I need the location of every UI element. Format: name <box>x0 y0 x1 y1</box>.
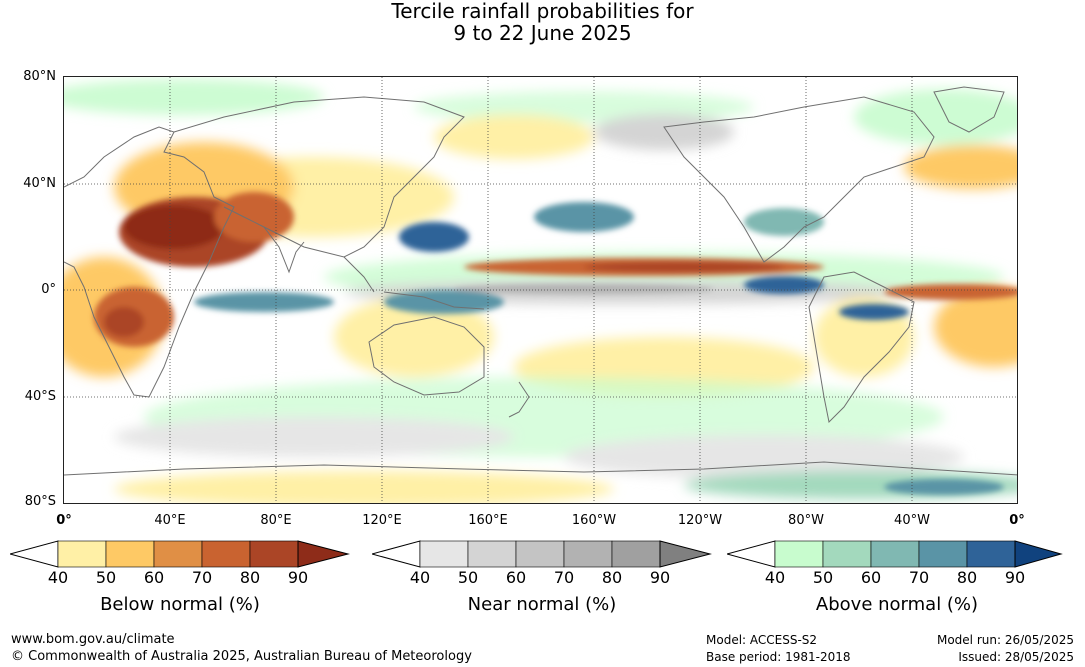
lon-label-40e: 40°E <box>154 513 186 528</box>
tick-label: 60 <box>505 568 527 587</box>
issued-date: Issued: 28/05/2025 <box>958 650 1074 664</box>
base-period: Base period: 1981-2018 <box>706 650 851 664</box>
coastlines <box>64 86 1017 476</box>
tick-label: 60 <box>143 568 165 587</box>
tick-label: 40 <box>764 568 786 587</box>
colorbar-below-title: Below normal (%) <box>100 594 260 615</box>
title-line-2: 9 to 22 June 2025 <box>453 21 632 45</box>
colorbar-near-normal <box>372 540 712 568</box>
copyright-text: © Commonwealth of Australia 2025, Austra… <box>11 649 472 664</box>
colorbar-below-graphic <box>10 540 350 568</box>
colorbar-above-normal <box>727 540 1067 568</box>
lon-label-120e: 120°E <box>362 513 402 528</box>
tick-label: 80 <box>601 568 623 587</box>
lon-label-0-right: 0° <box>1009 513 1025 528</box>
below-segment <box>153 540 203 568</box>
tick-label: 70 <box>908 568 930 587</box>
tick-label: 70 <box>191 568 213 587</box>
lat-label-80n: 80°N <box>23 69 56 84</box>
tick-label: 50 <box>95 568 117 587</box>
tick-label: 90 <box>1004 568 1026 587</box>
tick-label: 40 <box>47 568 69 587</box>
model-run-date: Model run: 26/05/2025 <box>936 633 1074 647</box>
near-segment <box>659 540 712 568</box>
below-segment <box>249 540 299 568</box>
near-segment <box>515 540 565 568</box>
below-segment <box>297 540 350 568</box>
lon-label-160w: 160°W <box>571 513 617 528</box>
footer-left: www.bom.gov.au/climate © Commonwealth of… <box>11 631 472 665</box>
tick-label: 50 <box>812 568 834 587</box>
near-segment <box>563 540 613 568</box>
tick-label: 90 <box>287 568 309 587</box>
colorbar-above-title: Above normal (%) <box>815 594 979 615</box>
map-canvas <box>64 77 1017 503</box>
colorbar-near-title: Near normal (%) <box>467 594 617 615</box>
colorbar-above-graphic <box>727 540 1063 568</box>
tick-label: 50 <box>457 568 479 587</box>
graticule <box>64 77 1017 503</box>
lon-label-120w: 120°W <box>677 513 723 528</box>
above-segment <box>1014 540 1063 568</box>
colorbar-near-graphic <box>372 540 712 568</box>
tick-label: 80 <box>239 568 261 587</box>
above-segment <box>918 540 968 568</box>
tick-label: 70 <box>553 568 575 587</box>
lat-label-equator: 0° <box>41 282 56 297</box>
lon-label-80w: 80°W <box>788 513 824 528</box>
lon-label-160e: 160°E <box>468 513 508 528</box>
footer-dates: Model run: 26/05/2025 Issued: 28/05/2025 <box>937 632 1074 666</box>
below-segment <box>105 540 155 568</box>
lat-label-40s: 40°S <box>24 389 56 404</box>
colorbar-below-normal <box>10 540 350 568</box>
lat-label-40n: 40°N <box>23 176 56 191</box>
tick-label: 80 <box>956 568 978 587</box>
below-segment <box>201 540 251 568</box>
near-segment <box>419 540 469 568</box>
near-segment <box>611 540 661 568</box>
lon-label-40w: 40°W <box>894 513 930 528</box>
lat-label-80s: 80°S <box>24 494 56 509</box>
near-segment <box>467 540 517 568</box>
lon-label-80e: 80°E <box>260 513 292 528</box>
above-segment <box>822 540 872 568</box>
website-link[interactable]: www.bom.gov.au/climate <box>11 632 175 647</box>
lon-label-0-left: 0° <box>56 513 72 528</box>
above-segment <box>774 540 824 568</box>
map-title: Tercile rainfall probabilities for 9 to … <box>0 0 1085 44</box>
footer-model-info: Model: ACCESS-S2 Base period: 1981-2018 <box>706 632 851 666</box>
below-segment <box>57 540 107 568</box>
tick-label: 60 <box>860 568 882 587</box>
rainfall-map <box>63 76 1018 504</box>
above-segment <box>870 540 920 568</box>
tick-label: 40 <box>409 568 431 587</box>
tick-label: 90 <box>649 568 671 587</box>
above-segment <box>966 540 1016 568</box>
model-name: Model: ACCESS-S2 <box>706 633 818 647</box>
title-line-1: Tercile rainfall probabilities for <box>391 0 694 23</box>
